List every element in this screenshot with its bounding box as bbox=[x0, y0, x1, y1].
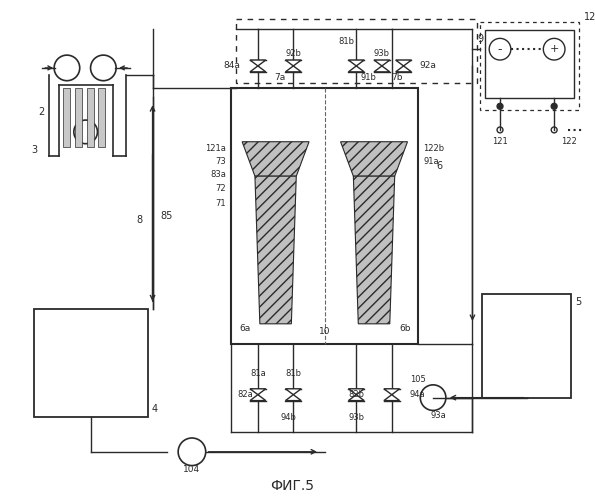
Text: 93b: 93b bbox=[374, 48, 390, 58]
Text: 122b: 122b bbox=[423, 144, 444, 153]
Text: 7b: 7b bbox=[391, 73, 402, 82]
Polygon shape bbox=[242, 142, 309, 176]
Text: 2: 2 bbox=[38, 107, 44, 117]
Polygon shape bbox=[396, 60, 411, 66]
Text: 6a: 6a bbox=[239, 324, 250, 333]
Polygon shape bbox=[286, 60, 301, 66]
Text: 4: 4 bbox=[152, 404, 158, 414]
Text: 8: 8 bbox=[137, 216, 143, 226]
Polygon shape bbox=[384, 394, 400, 400]
Text: 122: 122 bbox=[561, 137, 577, 146]
Text: 72: 72 bbox=[216, 184, 226, 194]
Polygon shape bbox=[286, 389, 301, 394]
Polygon shape bbox=[250, 60, 266, 66]
Text: 82a: 82a bbox=[237, 390, 253, 399]
Text: 7a: 7a bbox=[274, 73, 285, 82]
Bar bbox=[486, 30, 574, 98]
Text: 12: 12 bbox=[584, 12, 595, 22]
Text: 121: 121 bbox=[492, 137, 508, 146]
Text: 92a: 92a bbox=[419, 62, 436, 70]
Polygon shape bbox=[349, 394, 364, 400]
Bar bbox=[98, 88, 105, 146]
Text: 93a: 93a bbox=[430, 411, 446, 420]
Text: 6: 6 bbox=[436, 162, 442, 172]
Text: 121a: 121a bbox=[205, 144, 226, 153]
Bar bbox=[483, 294, 571, 398]
Text: 9: 9 bbox=[477, 34, 484, 44]
Text: 81b: 81b bbox=[286, 368, 301, 378]
Polygon shape bbox=[250, 394, 266, 400]
Text: 81a: 81a bbox=[250, 368, 266, 378]
Text: 92b: 92b bbox=[286, 48, 301, 58]
Text: 84a: 84a bbox=[223, 62, 240, 70]
Text: 94a: 94a bbox=[409, 390, 425, 399]
Bar bbox=[236, 18, 477, 82]
Text: 93b: 93b bbox=[348, 413, 364, 422]
Text: 105: 105 bbox=[411, 376, 426, 384]
Text: 73: 73 bbox=[215, 157, 226, 166]
Polygon shape bbox=[374, 66, 390, 72]
Text: -: - bbox=[498, 42, 502, 56]
Polygon shape bbox=[250, 389, 266, 394]
Polygon shape bbox=[286, 394, 301, 400]
Polygon shape bbox=[374, 60, 390, 66]
Text: 82b: 82b bbox=[348, 390, 364, 399]
Bar bbox=[231, 88, 418, 344]
Circle shape bbox=[497, 104, 503, 109]
Text: 83a: 83a bbox=[211, 170, 226, 178]
Text: 10: 10 bbox=[319, 327, 331, 336]
Polygon shape bbox=[384, 389, 400, 394]
Bar bbox=[87, 88, 93, 146]
Text: 85: 85 bbox=[161, 210, 173, 220]
Text: 71: 71 bbox=[216, 199, 226, 208]
Polygon shape bbox=[349, 389, 364, 394]
Text: 5: 5 bbox=[575, 297, 581, 307]
Polygon shape bbox=[340, 142, 408, 176]
Polygon shape bbox=[349, 60, 364, 66]
Text: ФИГ.5: ФИГ.5 bbox=[270, 479, 314, 493]
Bar bbox=[63, 88, 70, 146]
Bar bbox=[75, 88, 82, 146]
Text: +: + bbox=[549, 44, 559, 54]
Text: 3: 3 bbox=[32, 144, 37, 154]
Bar bbox=[480, 22, 579, 110]
Polygon shape bbox=[255, 176, 296, 324]
Text: 91b: 91b bbox=[360, 73, 376, 82]
Text: 94b: 94b bbox=[280, 413, 296, 422]
Circle shape bbox=[551, 104, 557, 109]
Polygon shape bbox=[396, 66, 411, 72]
Polygon shape bbox=[250, 66, 266, 72]
Bar bbox=[35, 309, 148, 418]
Polygon shape bbox=[286, 66, 301, 72]
Text: 104: 104 bbox=[183, 465, 201, 474]
Polygon shape bbox=[349, 66, 364, 72]
Text: 6b: 6b bbox=[399, 324, 411, 333]
Text: 81b: 81b bbox=[339, 37, 355, 46]
Text: 91a: 91a bbox=[423, 157, 439, 166]
Polygon shape bbox=[353, 176, 394, 324]
